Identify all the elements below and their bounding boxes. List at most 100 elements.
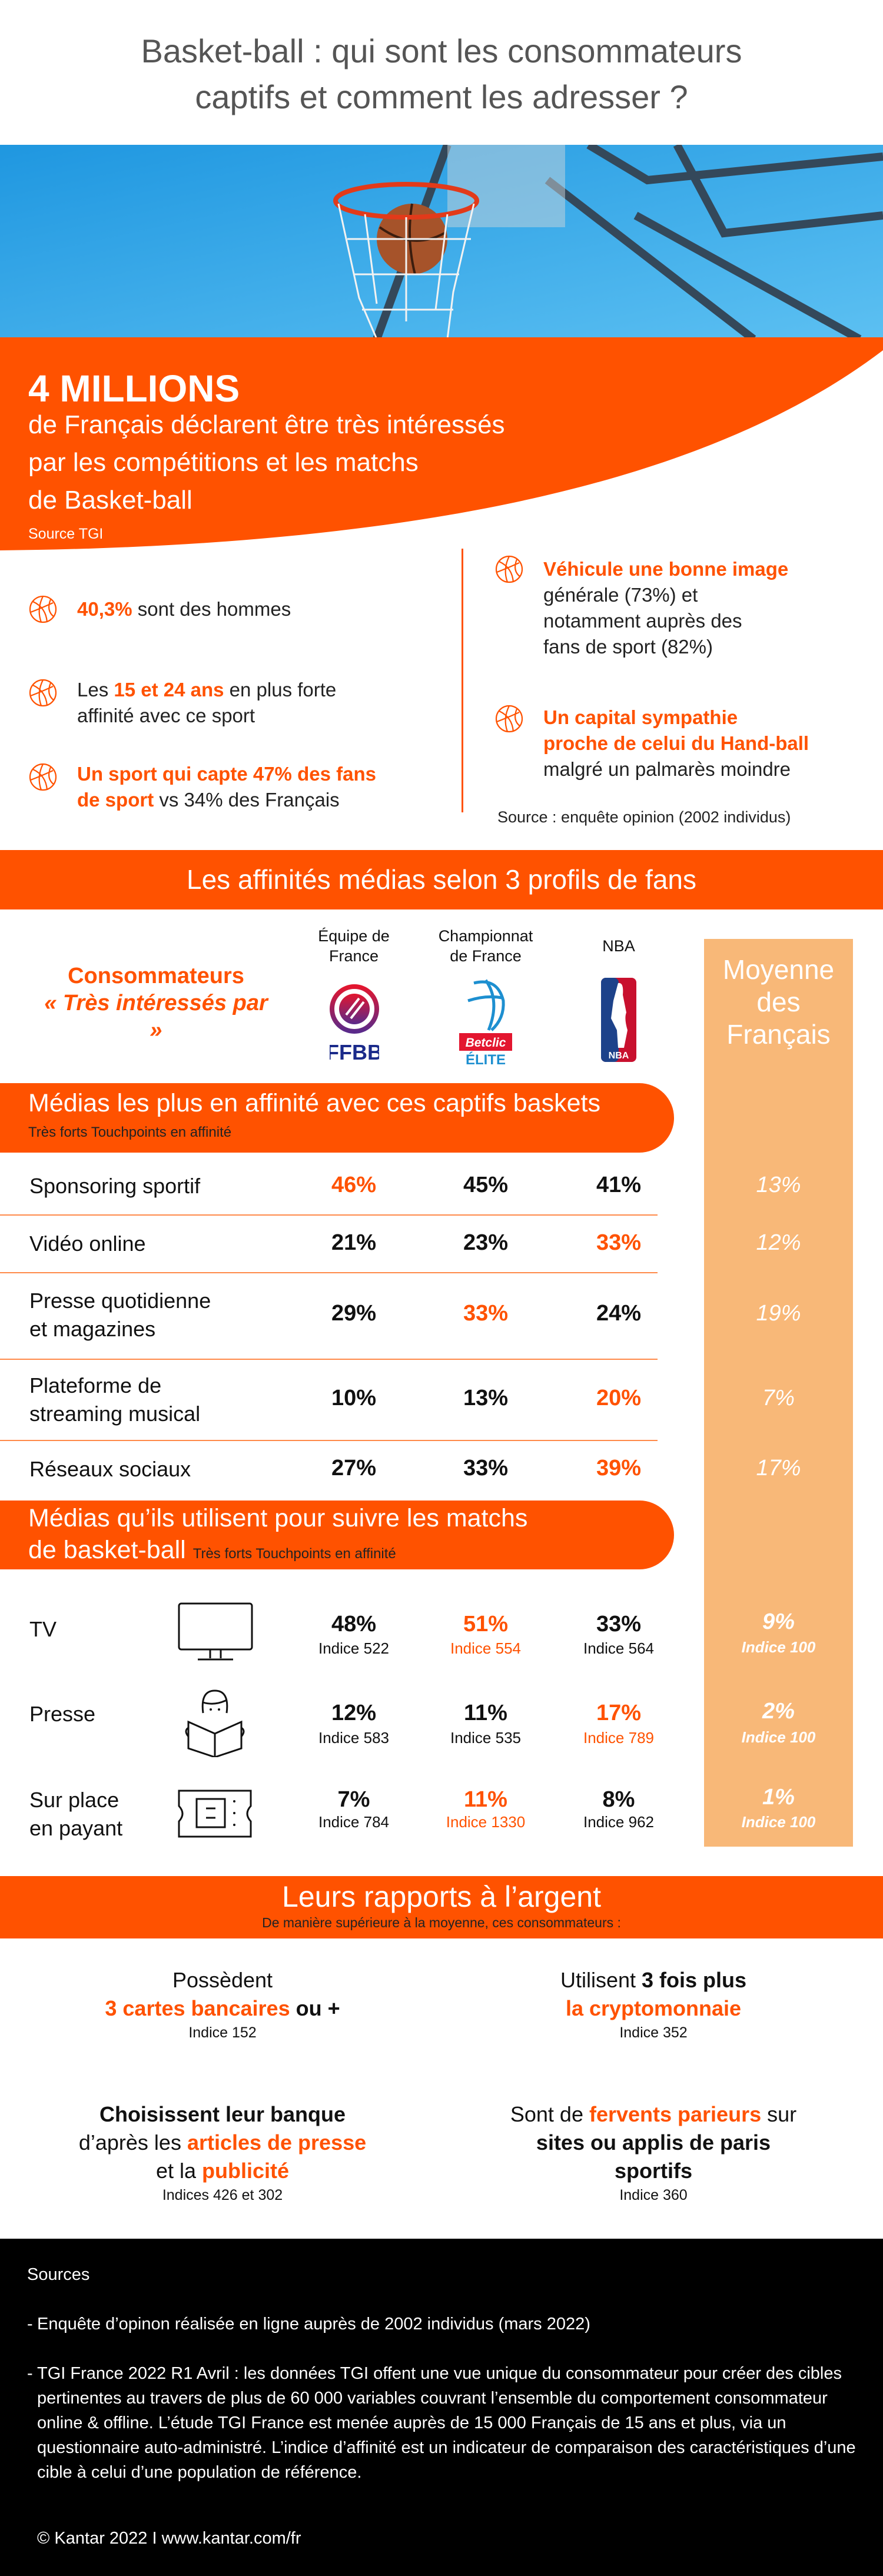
average-index: Indice 100 <box>741 1638 816 1656</box>
column-divider <box>462 549 463 812</box>
value-cell: 23% <box>463 1230 509 1255</box>
value-cell: 7% <box>337 1787 370 1812</box>
fact-image: Véhicule une bonne image générale (73%) e… <box>543 558 789 658</box>
index-cell: Indice 522 <box>318 1639 389 1657</box>
row-label-sur-place: Sur place en payant <box>29 1788 123 1840</box>
hero-text: de Français déclarent être très intéress… <box>28 410 505 514</box>
svg-text:ÉLITE: ÉLITE <box>466 1051 506 1065</box>
value-cell: 39% <box>596 1456 642 1480</box>
value-cell: 33% <box>463 1301 509 1326</box>
value-cell: 13% <box>463 1386 509 1410</box>
money-bank: Choisissent leur banque d’après les arti… <box>78 2102 367 2203</box>
hero-orange-wave <box>0 337 883 550</box>
row-label-tv: TV <box>29 1617 57 1641</box>
value-cell: 41% <box>596 1173 642 1197</box>
average-index: Indice 100 <box>741 1813 816 1831</box>
value-cell: 17% <box>596 1701 642 1725</box>
row-label-streaming: Plateforme de streaming musical <box>29 1373 201 1426</box>
value-cell: 10% <box>331 1386 377 1410</box>
fact-age: Les 15 et 24 ans en plus forte affinité a… <box>77 679 337 726</box>
basketball-icon <box>28 678 58 708</box>
nba-logo: NBA <box>601 978 636 1062</box>
sources-heading: Sources <box>27 2265 90 2284</box>
average-value: 7% <box>762 1386 795 1410</box>
money-cards: Possèdent 3 cartes bancaires ou + Indice… <box>105 1968 340 2041</box>
index-cell: Indice 564 <box>583 1639 654 1657</box>
row-label-video: Vidéo online <box>29 1231 146 1256</box>
index-cell: Indice 554 <box>450 1639 521 1657</box>
value-cell: 27% <box>331 1456 377 1480</box>
value-cell: 8% <box>602 1787 635 1812</box>
index-cell: Indice 962 <box>583 1813 654 1831</box>
average-value: 19% <box>756 1301 801 1326</box>
average-value: 9% <box>762 1609 795 1634</box>
average-value: 12% <box>756 1230 801 1255</box>
sources-footer: Sources - Enquête d’opinon réalisée en li… <box>0 2239 883 2576</box>
money-banner: Leurs rapports à l’argent De manière sup… <box>0 1876 883 1938</box>
index-cell: Indice 789 <box>583 1729 654 1747</box>
row-label-reseaux: Réseaux sociaux <box>29 1457 191 1481</box>
source-item: - TGI France 2022 R1 Avril : les données … <box>27 2364 856 2482</box>
page-title: Basket-ball : qui sont les consommateurs… <box>141 32 742 115</box>
row-label-presse: Presse quotidienne et magazines <box>29 1289 211 1341</box>
betclic-elite-logo: Betclic ÉLITE <box>459 979 512 1065</box>
index-cell: Indice 583 <box>318 1729 389 1747</box>
fact-men: 40,3% sont des hommes <box>77 598 291 620</box>
basketball-icon <box>28 762 58 792</box>
consumers-label: Consommateurs « Très intéressés par » <box>44 964 268 1043</box>
row-label-sponsoring: Sponsoring sportif <box>29 1174 201 1198</box>
ticket-icon <box>178 1790 252 1838</box>
affinity-banner: Médias les plus en affinité avec ces cap… <box>0 1083 674 1153</box>
ffbb-logo: FFBB <box>330 984 379 1064</box>
row-divider <box>0 1359 658 1360</box>
svg-text:NBA: NBA <box>609 1051 629 1061</box>
svg-text:Betclic: Betclic <box>466 1036 506 1050</box>
value-cell: 45% <box>463 1173 509 1197</box>
value-cell: 12% <box>331 1701 377 1725</box>
source-item: - Enquête d’opinon réalisée en ligne aupr… <box>27 2315 590 2333</box>
svg-text:FFBB: FFBB <box>330 1040 379 1064</box>
basketball-icon <box>28 595 58 624</box>
reader-newspaper-icon <box>185 1689 245 1757</box>
index-cell: Indice 535 <box>450 1729 521 1747</box>
average-value: 1% <box>762 1785 795 1810</box>
value-cell: 46% <box>331 1173 377 1197</box>
index-cell: Indice 784 <box>318 1813 389 1831</box>
money-crypto: Utilisent 3 fois plus la cryptomonnaie I… <box>560 1968 747 2041</box>
average-value: 13% <box>756 1173 801 1197</box>
average-value: 2% <box>762 1699 795 1724</box>
average-index: Indice 100 <box>741 1728 816 1746</box>
section-affinities-banner: Les affinités médias selon 3 profils de … <box>0 850 883 909</box>
average-column <box>704 939 853 1847</box>
row-divider <box>0 1272 658 1273</box>
value-cell: 29% <box>331 1301 377 1326</box>
basketball-icon <box>494 704 524 733</box>
tv-icon <box>178 1602 253 1661</box>
fact-sport-fans: Un sport qui capte 47% des fans de sport … <box>77 763 376 811</box>
column-equipe-de-france: Équipe de France <box>318 927 390 965</box>
basketball-hoop-photo <box>0 145 883 339</box>
value-cell: 48% <box>331 1612 377 1636</box>
column-championnat-de-france: Championnat de France <box>438 927 533 965</box>
value-cell: 33% <box>463 1456 509 1480</box>
hero-headline: 4 MILLIONS <box>28 367 240 410</box>
value-cell: 11% <box>464 1701 507 1725</box>
basketball-icon <box>494 555 524 584</box>
value-cell: 20% <box>596 1386 642 1410</box>
row-divider <box>0 1214 658 1216</box>
value-cell: 51% <box>463 1612 509 1636</box>
money-betting: Sont de fervents parieurs sur sites ou a… <box>510 2102 797 2203</box>
copyright-link[interactable]: © Kantar 2022 I www.kantar.com/fr <box>37 2529 301 2548</box>
average-column-header: Moyenne des Français <box>722 954 835 1050</box>
index-cell: Indice 1330 <box>446 1813 526 1831</box>
value-cell: 11% <box>464 1787 507 1812</box>
facts-source: Source : enquête opinion (2002 individus… <box>497 808 791 826</box>
average-value: 17% <box>756 1456 801 1480</box>
value-cell: 21% <box>331 1230 377 1255</box>
matches-banner: Médias qu’ils utilisent pour suivre les … <box>0 1501 674 1569</box>
fact-sympathy: Un capital sympathie proche de celui du H… <box>543 706 809 780</box>
value-cell: 24% <box>596 1301 642 1326</box>
column-nba: NBA <box>602 937 635 955</box>
value-cell: 33% <box>596 1230 642 1255</box>
row-label-presse-match: Presse <box>29 1702 96 1726</box>
